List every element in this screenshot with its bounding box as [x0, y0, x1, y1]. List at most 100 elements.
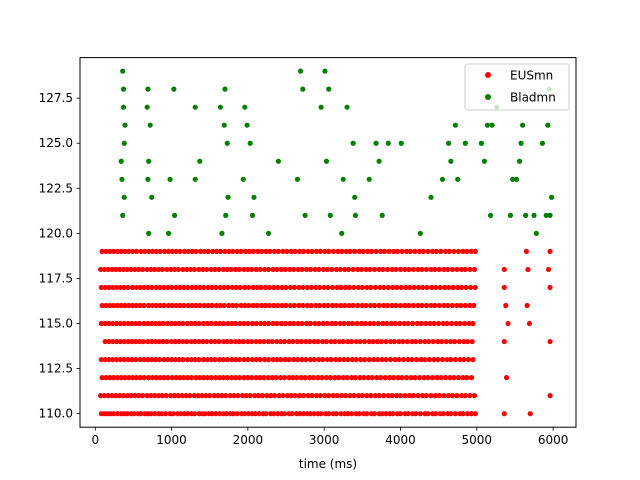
- point-eusmn: [145, 356, 151, 363]
- point-eusmn: [149, 338, 155, 345]
- point-eusmn: [228, 338, 234, 345]
- point-bladmn: [225, 194, 231, 200]
- point-eusmn: [449, 320, 455, 327]
- point-bladmn: [513, 176, 520, 182]
- point-eusmn: [291, 356, 297, 363]
- point-bladmn: [120, 212, 126, 218]
- point-eusmn: [462, 266, 468, 273]
- point-eusmn: [376, 393, 382, 399]
- point-eusmn: [317, 248, 323, 255]
- point-eusmn: [156, 393, 162, 399]
- point-eusmn: [428, 302, 434, 309]
- point-eusmn: [381, 393, 387, 399]
- point-eusmn: [416, 375, 423, 381]
- point-eusmn: [236, 266, 243, 273]
- point-eusmn: [355, 284, 362, 291]
- point-eusmn: [271, 302, 277, 309]
- point-eusmn: [164, 338, 170, 345]
- point-eusmn: [406, 266, 412, 273]
- point-eusmn: [220, 356, 227, 363]
- point-eusmn: [323, 375, 330, 381]
- point-bladmn: [146, 158, 152, 164]
- point-eusmn: [461, 356, 467, 363]
- point-eusmn: [280, 248, 286, 255]
- point-eusmn: [404, 338, 410, 345]
- point-eusmn: [114, 284, 120, 291]
- point-eusmn: [165, 375, 171, 381]
- point-eusmn: [302, 375, 308, 381]
- point-eusmn: [226, 248, 232, 255]
- point-eusmn: [406, 302, 412, 309]
- point-eusmn: [392, 320, 398, 327]
- y-tick-label: 115.0: [39, 317, 73, 331]
- point-eusmn: [118, 375, 124, 381]
- point-eusmn: [415, 302, 421, 309]
- legend-marker-bladmn: [485, 94, 491, 100]
- point-eusmn: [138, 411, 144, 417]
- point-eusmn: [429, 248, 436, 255]
- point-eusmn: [181, 248, 188, 255]
- point-eusmn: [196, 320, 202, 327]
- point-eusmn: [407, 284, 413, 291]
- point-eusmn: [177, 248, 183, 255]
- point-eusmn: [224, 266, 230, 273]
- point-eusmn: [270, 320, 276, 327]
- point-eusmn: [423, 266, 430, 273]
- point-eusmn: [233, 302, 240, 309]
- point-eusmn: [105, 393, 111, 399]
- point-eusmn: [326, 393, 332, 399]
- point-eusmn: [361, 375, 367, 381]
- point-eusmn: [298, 375, 304, 381]
- point-eusmn: [271, 284, 277, 291]
- point-eusmn: [340, 338, 346, 345]
- point-eusmn: [368, 284, 374, 291]
- point-eusmn: [114, 320, 120, 327]
- point-eusmn: [258, 320, 264, 327]
- x-axis-ticks: 0 1000 2000 3000 4000 5000 6000: [91, 427, 568, 447]
- point-eusmn: [397, 393, 404, 399]
- point-eusmn: [128, 393, 134, 399]
- point-eusmn: [407, 393, 413, 399]
- point-eusmn: [438, 248, 444, 255]
- point-eusmn: [358, 356, 364, 363]
- point-eusmn: [317, 393, 323, 399]
- point-eusmn: [321, 302, 327, 309]
- point-bladmn: [326, 86, 332, 92]
- point-eusmn: [189, 302, 195, 309]
- point-bladmn: [510, 176, 516, 182]
- point-eusmn: [470, 320, 476, 327]
- point-eusmn: [201, 284, 207, 291]
- point-eusmn: [157, 284, 163, 291]
- point-eusmn: [503, 302, 509, 309]
- point-eusmn: [324, 266, 330, 273]
- point-eusmn: [126, 248, 132, 255]
- point-eusmn: [136, 338, 143, 345]
- legend: EUSmn Bladmn: [464, 63, 570, 111]
- point-eusmn: [110, 338, 116, 345]
- point-eusmn: [122, 375, 128, 381]
- point-bladmn: [489, 122, 495, 128]
- point-eusmn: [159, 393, 166, 399]
- point-eusmn: [102, 356, 108, 363]
- point-eusmn: [460, 248, 466, 255]
- point-bladmn: [249, 212, 256, 218]
- point-eusmn: [386, 248, 392, 255]
- point-eusmn: [288, 302, 294, 309]
- point-eusmn: [437, 284, 443, 291]
- point-bladmn: [518, 140, 524, 146]
- point-eusmn: [144, 266, 150, 273]
- point-eusmn: [168, 266, 174, 273]
- point-eusmn: [379, 356, 385, 363]
- y-tick-label: 110.0: [39, 407, 73, 421]
- point-eusmn: [385, 284, 391, 291]
- point-eusmn: [242, 411, 248, 417]
- point-bladmn: [445, 140, 452, 146]
- point-eusmn: [133, 284, 140, 291]
- point-eusmn: [297, 393, 303, 399]
- point-eusmn: [378, 338, 385, 345]
- point-eusmn: [191, 411, 198, 417]
- point-eusmn: [263, 248, 269, 255]
- point-eusmn: [294, 375, 300, 381]
- point-eusmn: [114, 338, 120, 345]
- point-eusmn: [377, 284, 383, 291]
